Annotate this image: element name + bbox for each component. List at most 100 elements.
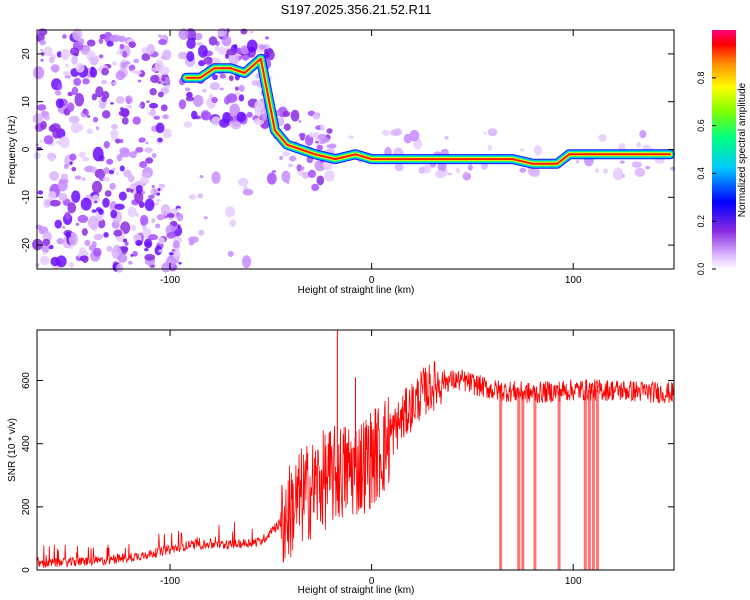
- noise-blob: [76, 124, 84, 132]
- noise-blob: [59, 136, 70, 149]
- noise-blob: [132, 250, 138, 257]
- noise-blob: [106, 245, 113, 252]
- noise-blob: [226, 48, 237, 56]
- noise-blob: [328, 143, 337, 149]
- noise-blob: [81, 177, 87, 181]
- noise-blob: [198, 229, 205, 236]
- noise-blob: [254, 100, 265, 112]
- noise-blob: [62, 34, 67, 39]
- noise-blob: [283, 123, 291, 131]
- noise-blob: [117, 253, 128, 263]
- noise-blob: [64, 211, 71, 220]
- noise-blob: [444, 135, 449, 140]
- noise-blob: [382, 129, 390, 136]
- noise-blob: [89, 67, 98, 78]
- noise-blob: [176, 207, 180, 211]
- noise-blob: [106, 40, 114, 47]
- noise-blob: [115, 172, 119, 175]
- y-tick-label: 600: [21, 372, 32, 389]
- noise-blob: [65, 231, 72, 239]
- noise-blob: [86, 50, 96, 62]
- noise-blob: [168, 252, 174, 256]
- noise-blob: [102, 110, 111, 119]
- noise-blob: [72, 28, 83, 41]
- noise-blob: [282, 151, 291, 157]
- colorbar-tick-label: 0.8: [696, 72, 706, 85]
- noise-blob: [133, 235, 138, 238]
- noise-blob: [298, 120, 302, 123]
- noise-blob: [520, 148, 525, 152]
- noise-blob: [229, 219, 237, 227]
- noise-blob: [118, 191, 127, 201]
- noise-blob: [77, 214, 89, 223]
- noise-blob: [137, 79, 142, 83]
- noise-blob: [103, 232, 109, 238]
- noise-blob: [119, 149, 131, 158]
- noise-blob: [393, 128, 402, 136]
- noise-blob: [48, 244, 54, 250]
- noise-blob: [150, 189, 155, 195]
- noise-blob: [195, 32, 203, 41]
- spectrogram-scatter-blobs: [32, 27, 676, 273]
- noise-blob: [129, 151, 137, 159]
- y-tick-label: -20: [21, 237, 32, 252]
- noise-blob: [241, 255, 252, 269]
- noise-blob: [110, 102, 114, 105]
- noise-blob: [32, 238, 43, 251]
- noise-blob: [636, 141, 642, 148]
- noise-blob: [286, 181, 290, 184]
- noise-blob: [228, 75, 234, 82]
- noise-blob: [320, 124, 326, 131]
- noise-blob: [271, 170, 277, 173]
- noise-blob: [165, 255, 176, 269]
- noise-blob: [145, 141, 149, 145]
- noise-blob: [68, 232, 79, 246]
- noise-blob: [467, 164, 473, 171]
- noise-blob: [154, 245, 163, 256]
- noise-blob: [322, 137, 330, 143]
- noise-blob: [68, 262, 74, 268]
- noise-blob: [50, 256, 60, 267]
- x-tick-label: 0: [369, 576, 375, 587]
- noise-blob: [158, 66, 170, 75]
- noise-blob: [138, 137, 146, 143]
- noise-blob: [81, 228, 88, 236]
- noise-blob: [158, 34, 162, 38]
- noise-blob: [619, 160, 625, 164]
- noise-blob: [104, 190, 112, 197]
- noise-blob: [260, 112, 267, 122]
- noise-blob: [42, 238, 51, 246]
- noise-blob: [69, 153, 77, 161]
- noise-blob: [211, 96, 218, 104]
- noise-blob: [212, 74, 218, 81]
- noise-blob: [54, 90, 62, 96]
- noise-blob: [183, 121, 193, 128]
- noise-blob: [217, 30, 225, 37]
- noise-blob: [145, 157, 154, 164]
- noise-blob: [149, 108, 156, 117]
- noise-blob: [157, 237, 165, 245]
- y-tick-label: 10: [21, 96, 32, 108]
- noise-blob: [91, 194, 100, 205]
- noise-blob: [200, 110, 212, 121]
- noise-blob: [238, 84, 245, 92]
- noise-blob: [191, 110, 198, 120]
- noise-blob: [71, 55, 78, 65]
- noise-blob: [119, 165, 125, 172]
- noise-blob: [120, 61, 127, 69]
- noise-blob: [151, 152, 157, 159]
- noise-blob: [112, 167, 116, 171]
- noise-blob: [248, 47, 256, 53]
- snr-axis-ticks: -100 0 100 0 200 400 600: [21, 330, 674, 587]
- spectrogram-y-label: Frequency (Hz): [7, 116, 18, 185]
- noise-blob: [160, 55, 167, 60]
- noise-blob: [49, 56, 55, 64]
- noise-blob: [93, 116, 99, 123]
- noise-blob: [91, 180, 103, 194]
- noise-blob: [219, 73, 226, 79]
- noise-blob: [82, 78, 90, 85]
- noise-blob: [197, 193, 204, 199]
- noise-blob: [81, 255, 89, 264]
- colorbar-label: Normalized spectral amplitude: [737, 82, 748, 217]
- noise-blob: [113, 229, 123, 237]
